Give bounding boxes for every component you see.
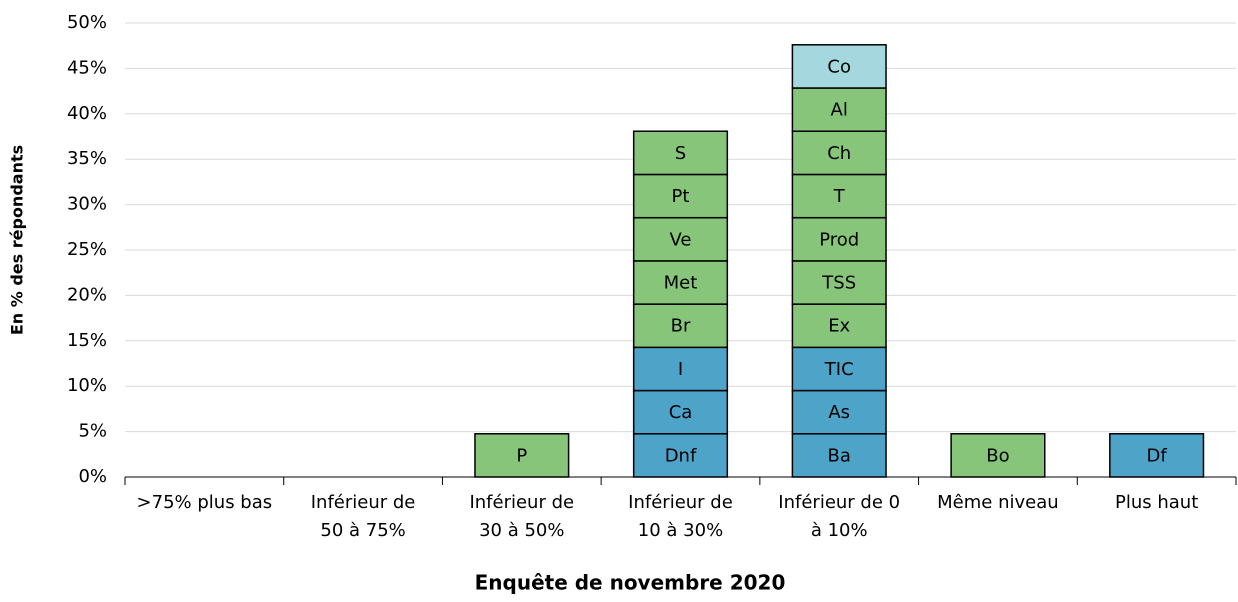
segment-label: Met <box>664 273 698 294</box>
bar-segment <box>791 303 887 349</box>
bar-segment <box>950 433 1046 478</box>
bar-segment <box>791 44 887 89</box>
segment-label: S <box>675 143 686 164</box>
x-tick-label: >75% plus bas <box>137 492 273 513</box>
bar-segment <box>791 173 887 219</box>
y-tick-label: 15% <box>67 330 107 351</box>
x-tick-label: 10 à 30% <box>638 520 723 541</box>
segment-label: As <box>828 402 850 423</box>
bar-segment <box>632 433 729 478</box>
bar-segment <box>791 389 887 435</box>
bar-segment <box>632 346 729 392</box>
segment-label: Ve <box>670 229 692 250</box>
bar-segment <box>632 303 729 349</box>
x-tick-label: 30 à 50% <box>479 520 564 541</box>
bar-segment <box>1109 433 1205 478</box>
segment-label: TSS <box>821 273 856 294</box>
segment-label: Ch <box>827 143 851 164</box>
segment-label: Prod <box>819 229 859 250</box>
x-tick-label: Inférieur de <box>311 492 416 513</box>
y-tick-label: 30% <box>67 194 107 215</box>
x-tick-label: 50 à 75% <box>320 520 405 541</box>
x-tick-label: Inférieur de <box>469 492 574 513</box>
y-tick-label: 25% <box>67 239 107 260</box>
x-tick-label: Même niveau <box>937 492 1059 513</box>
x-axis-label: Enquête de novembre 2020 <box>475 571 786 595</box>
bar-segment <box>632 216 729 262</box>
segment-label: Df <box>1147 445 1168 466</box>
y-tick-label: 45% <box>67 57 107 78</box>
bar-segment <box>474 433 570 478</box>
x-tick-label: à 10% <box>811 520 868 541</box>
segment-label: TIC <box>824 359 854 380</box>
y-axis-label: En % des répondants <box>8 145 27 335</box>
segment-label: Ba <box>828 445 851 466</box>
bar-segment <box>632 389 729 435</box>
x-tick-label: Inférieur de 0 <box>778 492 900 513</box>
y-tick-label: 40% <box>67 103 107 124</box>
segment-label: Pt <box>672 186 690 207</box>
y-tick-label: 50% <box>67 12 107 33</box>
segment-label: I <box>678 359 683 380</box>
y-tick-label: 5% <box>78 421 107 442</box>
segment-label: P <box>516 445 527 466</box>
segment-label: T <box>833 186 846 207</box>
bar-segment <box>632 173 729 219</box>
segment-label: Bo <box>986 445 1009 466</box>
y-tick-label: 0% <box>78 466 107 487</box>
bar-segment <box>632 130 729 176</box>
y-tick-label: 35% <box>67 148 107 169</box>
x-tick-label: Plus haut <box>1115 492 1198 513</box>
y-tick-label: 20% <box>67 284 107 305</box>
segment-label: Al <box>831 100 848 121</box>
segment-label: Ex <box>828 316 850 337</box>
segment-label: Ca <box>669 402 693 423</box>
x-tick-label: Inférieur de <box>628 492 733 513</box>
bar-segment <box>791 346 887 392</box>
segment-label: Co <box>827 56 851 77</box>
y-tick-label: 10% <box>67 375 107 396</box>
bar-segment <box>791 87 887 132</box>
bar-segment <box>791 433 887 478</box>
segment-label: Br <box>671 316 691 337</box>
segment-label: Dnf <box>665 445 697 466</box>
